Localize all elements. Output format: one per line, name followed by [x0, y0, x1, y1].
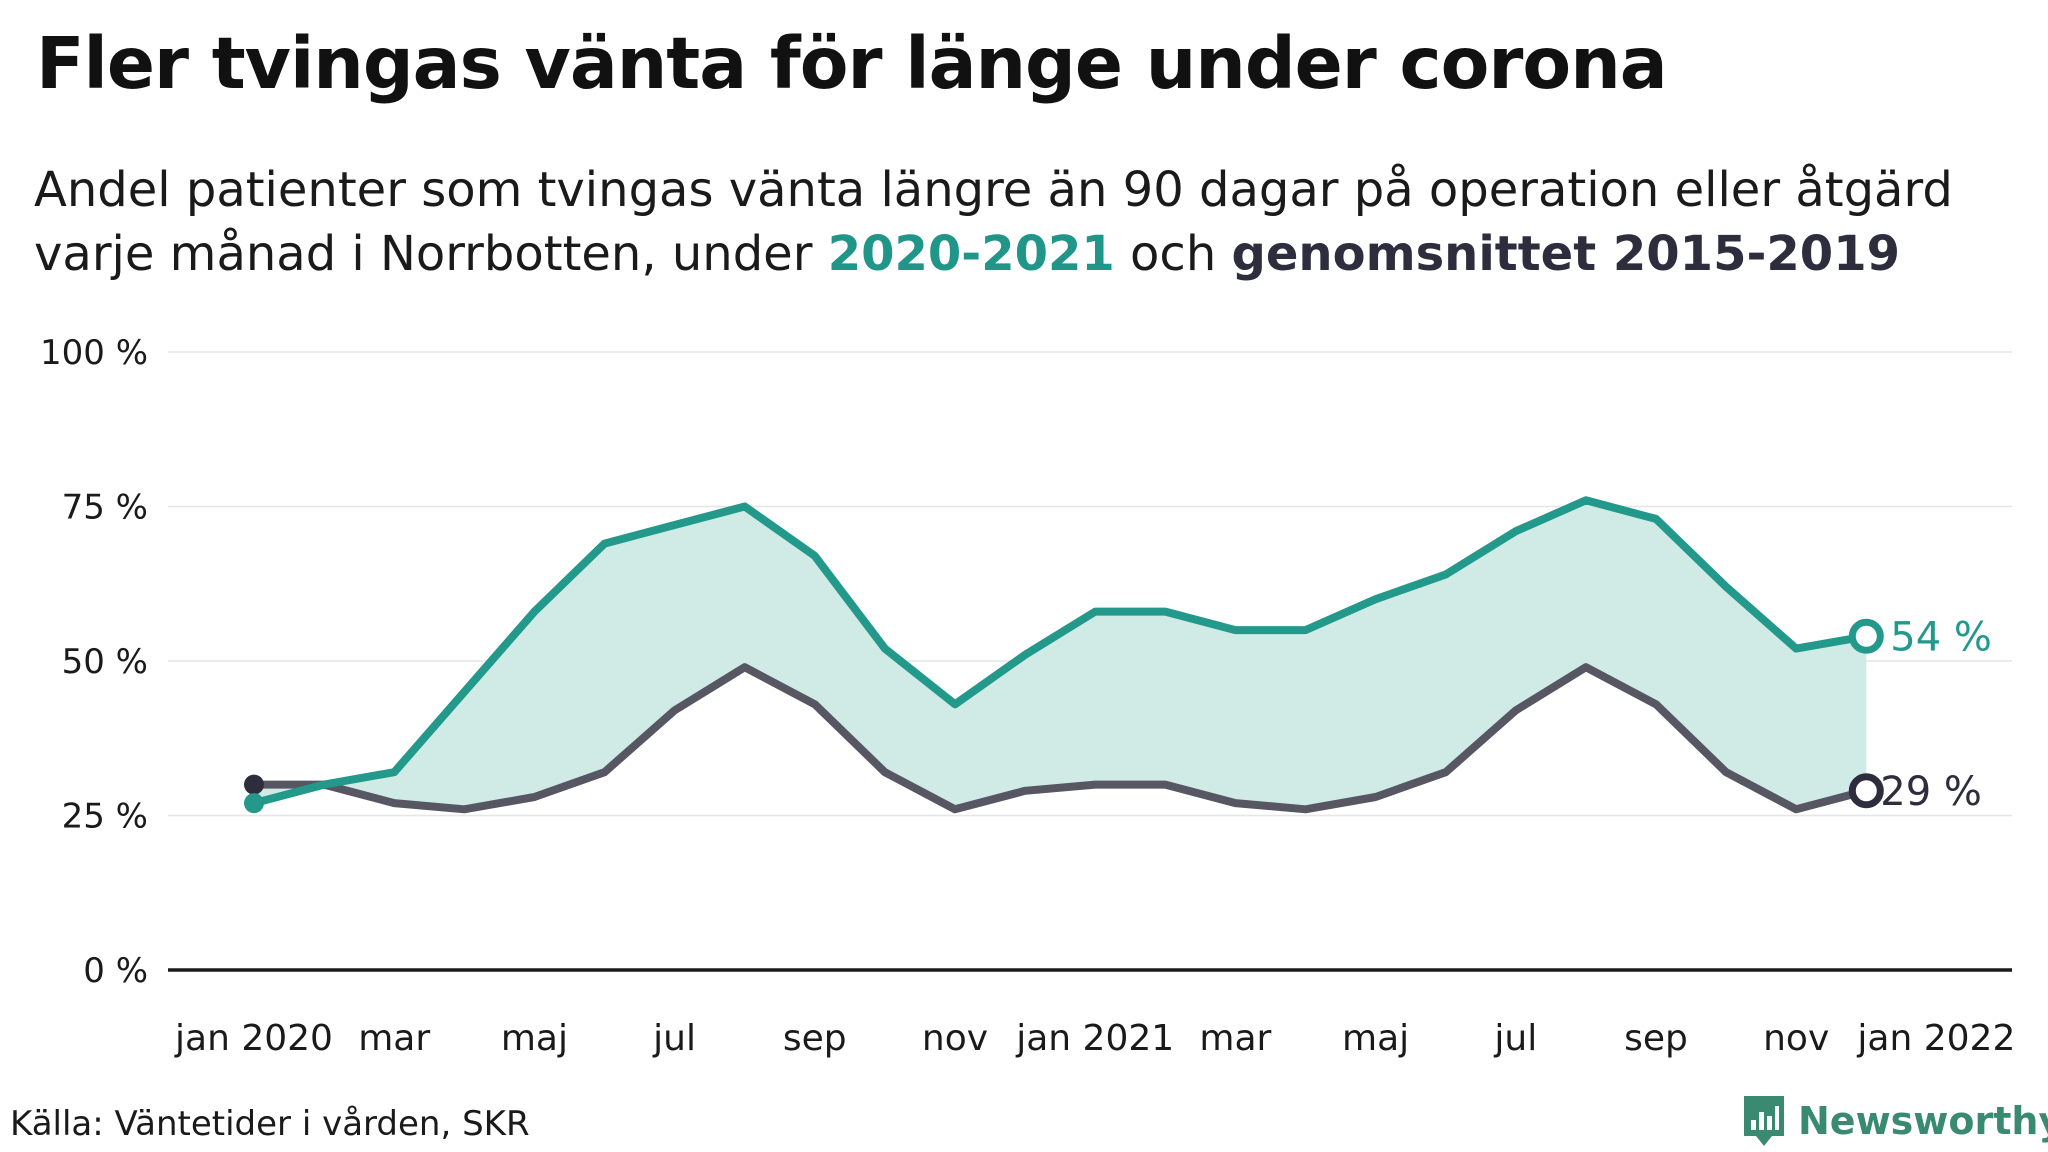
x-tick-label: maj	[1342, 1018, 1409, 1059]
y-tick-label: 0 %	[83, 951, 148, 991]
x-tick-label: jan 2020	[174, 1018, 333, 1059]
series-markers: 54 % 29 %	[244, 614, 1992, 815]
end-point-2020-2021	[1848, 618, 1884, 654]
subtitle-highlight-2020-2021: 2020-2021	[827, 226, 1115, 282]
x-tick-label: nov	[922, 1018, 988, 1059]
brand-name: Newsworthy	[1798, 1099, 2048, 1143]
x-tick-label: mar	[358, 1018, 430, 1059]
x-tick-label: jan 2021	[1015, 1018, 1174, 1059]
series-line-average	[250, 663, 1871, 814]
y-tick-label: 100 %	[40, 333, 148, 373]
subtitle-prefix: varje månad i Norrbotten, under	[34, 226, 828, 282]
y-tick-labels: 0 % 25 % 50 % 75 % 100 %	[40, 333, 148, 991]
difference-area	[254, 500, 1867, 810]
subtitle-line-1: Andel patienter som tvingas vänta längre…	[34, 162, 1953, 218]
x-tick-label: maj	[501, 1018, 568, 1059]
y-tick-label: 50 %	[62, 642, 148, 682]
chart-title: Fler tvingas vänta för länge under coron…	[36, 22, 1668, 105]
end-point-average	[1848, 773, 1884, 809]
x-tick-label: jul	[652, 1018, 696, 1059]
x-tick-label: nov	[1763, 1018, 1829, 1059]
x-tick-label: sep	[1624, 1018, 1688, 1059]
series-line-2020-2021	[250, 496, 1871, 808]
start-point-average	[244, 774, 264, 795]
chart-subtitle: Andel patienter som tvingas vänta längre…	[34, 158, 2048, 286]
subtitle-line-2: varje månad i Norrbotten, under 2020-202…	[34, 222, 2048, 286]
subtitle-highlight-average: genomsnittet 2015-2019	[1231, 226, 1900, 282]
x-tick-label: jan 2022	[1856, 1018, 2015, 1059]
x-tick-label: sep	[783, 1018, 847, 1059]
area-between-series	[254, 500, 1867, 810]
x-tick-label: mar	[1199, 1018, 1271, 1059]
y-tick-label: 25 %	[62, 797, 148, 837]
brand-logo: Newsworthy	[1742, 1094, 2048, 1148]
y-tick-label: 75 %	[62, 488, 148, 528]
newsworthy-chart-icon	[1744, 1096, 1784, 1146]
x-tick-label: jul	[1493, 1018, 1537, 1059]
end-label-average: 29 %	[1880, 769, 1982, 815]
subtitle-mid: och	[1114, 226, 1232, 282]
end-label-2020-2021: 54 %	[1890, 614, 1992, 660]
start-point-2020-2021	[244, 793, 264, 814]
source-note: Källa: Väntetider i vården, SKR	[10, 1104, 530, 1144]
series-lines	[250, 496, 1871, 814]
x-tick-labels: jan 2020 mar maj jul sep nov jan 2021 mar maj jul…	[174, 1018, 2015, 1059]
